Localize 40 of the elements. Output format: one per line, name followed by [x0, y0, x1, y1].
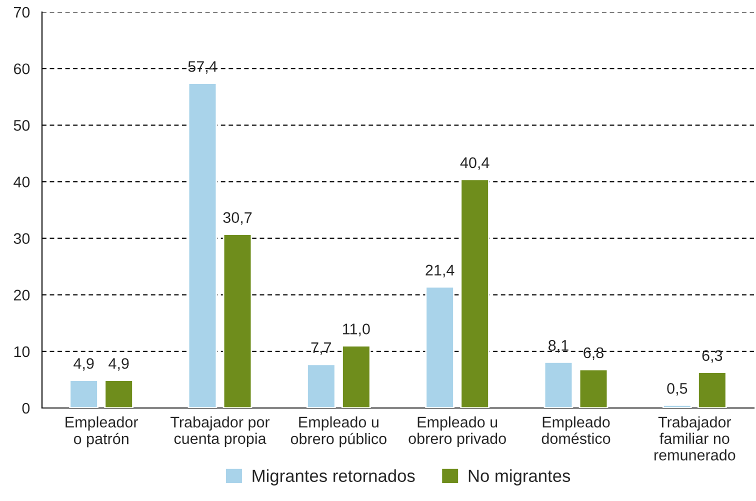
y-tick-label: 30 [14, 233, 30, 244]
data-label: 8,1 [548, 340, 568, 353]
bar [662, 404, 692, 408]
data-label: 4,9 [108, 358, 129, 371]
y-tick-label: 10 [14, 346, 30, 358]
data-label: 40,4 [460, 157, 490, 170]
legend-label: Migrantes retornados [252, 469, 415, 486]
x-tick-label: Empleado u obrero privado [408, 416, 506, 448]
data-label: 11,0 [343, 324, 370, 336]
data-label: 57,4 [188, 61, 217, 74]
y-tick-label: 60 [14, 63, 30, 74]
y-tick-label: 50 [14, 120, 30, 131]
y-tick-label: 70 [14, 6, 30, 18]
y-tick-label: 0 [22, 402, 30, 414]
bar [104, 380, 134, 408]
legend-label: No migrantes [468, 469, 570, 486]
data-label: 6,3 [702, 350, 722, 363]
x-tick-label: Trabajador por cuenta propia [170, 416, 270, 448]
bar [69, 380, 98, 408]
y-tick-label: 40 [14, 176, 30, 188]
data-label: 0,5 [667, 383, 688, 396]
bar [188, 82, 218, 408]
bar [544, 361, 574, 408]
bar [698, 372, 727, 408]
data-label: 4,9 [74, 358, 94, 371]
data-label: 7,7 [311, 342, 332, 355]
y-tick-label: 20 [14, 290, 30, 301]
bar [460, 178, 490, 408]
bar [222, 234, 252, 408]
data-label: 6,8 [584, 347, 604, 360]
bar [578, 368, 608, 408]
x-tick-label: Empleado doméstico [542, 416, 610, 444]
data-label: 30,7 [223, 212, 252, 225]
data-label: 21,4 [426, 264, 454, 278]
x-tick-label: Empleador o patrón [66, 416, 138, 448]
bar [425, 286, 454, 408]
bar [306, 364, 336, 408]
x-tick-label: Trabajador familiar no remunerado [654, 416, 736, 460]
x-tick-label: Empleado u obrero público [290, 416, 386, 448]
bar [342, 345, 371, 408]
